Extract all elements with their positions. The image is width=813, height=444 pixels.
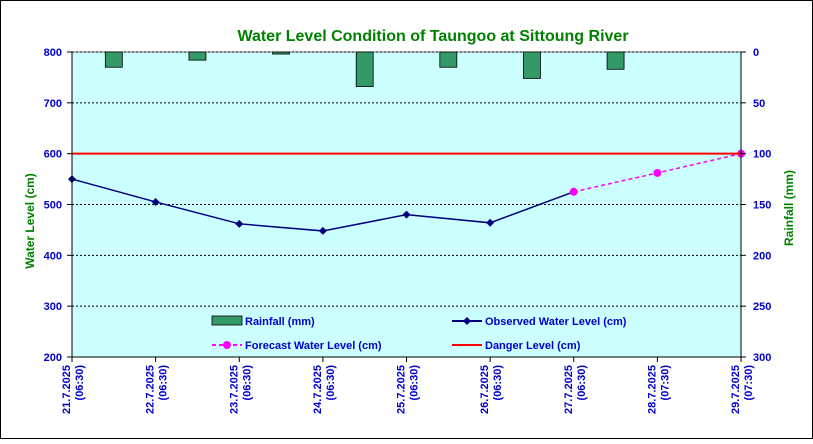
y-tick-label: 500: [44, 200, 62, 212]
x-tick-label: 21.7.2025(06:30): [61, 365, 86, 414]
y-tick-label: 400: [44, 250, 62, 262]
y2-tick-label: 150: [753, 200, 771, 212]
legend-label: Rainfall (mm): [245, 316, 315, 328]
y2-tick-label: 200: [753, 250, 771, 262]
x-tick-label: 24.7.2025(06:30): [312, 365, 337, 414]
y-tick-label: 800: [44, 47, 62, 59]
y2-tick-label: 0: [753, 47, 759, 59]
y-tick-label: 300: [44, 301, 62, 313]
x-tick-time: (06:30): [158, 365, 170, 401]
x-tick-label: 22.7.2025(06:30): [145, 365, 170, 414]
observed-point: [402, 210, 411, 219]
x-tick-label: 28.7.2025(07:30): [646, 365, 671, 414]
rainfall-bar: [523, 51, 541, 79]
rainfall-bars: [104, 51, 625, 87]
y-axis-label: Water Level (cm): [23, 173, 37, 269]
legend-label: Observed Water Level (cm): [485, 316, 627, 328]
legend-swatch-rainfall: [211, 315, 243, 326]
x-tick-date: 22.7.2025: [145, 365, 157, 414]
legend: Rainfall (mm) Observed Water Level (cm) Fo…: [211, 315, 627, 352]
x-tick-time: (06:30): [576, 365, 588, 401]
x-tick-label: 27.7.2025(06:30): [563, 365, 588, 414]
x-tick-label: 29.7.2025(07:30): [730, 365, 755, 414]
y-tick-label: 700: [44, 98, 62, 110]
series-lines: [68, 149, 745, 235]
rainfall-bar: [355, 51, 374, 87]
forecast-point: [653, 168, 662, 177]
y2-tick-label: 50: [753, 98, 765, 110]
y-tick-label: 200: [44, 352, 62, 364]
legend-label: Forecast Water Level (cm): [245, 340, 382, 352]
x-tick-time: (07:30): [659, 365, 671, 401]
x-tick-date: 26.7.2025: [479, 365, 491, 414]
x-tick-date: 28.7.2025: [646, 365, 658, 414]
x-tick-date: 21.7.2025: [61, 365, 73, 414]
x-tick-date: 25.7.2025: [396, 365, 408, 414]
x-tick-time: (06:30): [325, 365, 337, 401]
x-tick-time: (07:30): [743, 365, 755, 401]
y-tick-label: 600: [44, 149, 62, 161]
observed-point: [235, 219, 244, 228]
chart-title: Water Level Condition of Taungoo at Sitt…: [237, 28, 628, 45]
forecast-point: [569, 187, 578, 196]
x-tick-label: 26.7.2025(06:30): [479, 365, 504, 414]
x-tick-date: 29.7.2025: [730, 365, 742, 414]
rainfall-bar: [606, 51, 625, 70]
rainfall-bar: [188, 51, 207, 61]
x-tick-time: (06:30): [241, 365, 253, 401]
x-tick-date: 24.7.2025: [312, 365, 324, 414]
x-tick-date: 23.7.2025: [228, 365, 240, 414]
x-tick-label: 23.7.2025(06:30): [228, 365, 253, 414]
legend-marker: [463, 317, 471, 325]
x-tick-time: (06:30): [409, 365, 421, 401]
legend-marker: [223, 341, 231, 349]
y2-axis-label: Rainfall (mm): [782, 170, 796, 246]
x-tick-date: 27.7.2025: [563, 365, 575, 414]
rainfall-bar: [104, 51, 123, 68]
x-tick-label: 25.7.2025(06:30): [396, 365, 421, 414]
legend-label: Danger Level (cm): [485, 340, 581, 352]
rainfall-bar: [272, 51, 290, 55]
rainfall-bar: [439, 51, 458, 68]
y2-tick-label: 300: [753, 352, 771, 364]
y2-tick-label: 100: [753, 149, 771, 161]
x-tick-time: (06:30): [74, 365, 86, 401]
y2-tick-label: 250: [753, 301, 771, 313]
x-tick-time: (06:30): [492, 365, 504, 401]
observed-point: [486, 218, 495, 227]
observed-point: [151, 197, 160, 206]
observed-point: [318, 226, 327, 235]
